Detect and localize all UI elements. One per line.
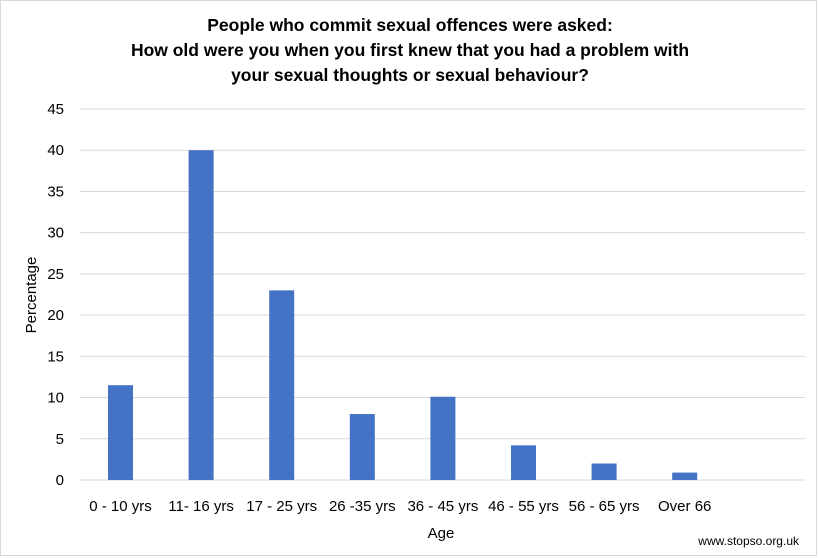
bar-3: [349, 414, 375, 480]
y-axis-tick-labels: 0 5 10 15 20 25 30 35 40 45: [47, 101, 64, 489]
chart-title-line-2: How old were you when you first knew tha…: [130, 40, 690, 60]
chart-title-line-3: your sexual thoughts or sexual behaviour…: [231, 65, 589, 85]
y-tick-label: 25: [47, 266, 64, 283]
y-tick-label: 10: [47, 390, 64, 407]
x-tick-label: 36 - 45 yrs: [407, 498, 478, 515]
y-tick-label: 0: [56, 472, 64, 489]
chart-title-line-1: People who commit sexual offences were a…: [207, 15, 613, 35]
bars: [108, 150, 698, 480]
bar-2: [269, 290, 295, 480]
y-tick-label: 5: [56, 431, 64, 448]
x-axis-label: Age: [428, 525, 455, 542]
bar-4: [430, 396, 456, 480]
watermark-text: www.stopso.org.uk: [698, 534, 799, 548]
x-tick-label: Over 66: [658, 498, 711, 515]
y-tick-label: 40: [47, 142, 64, 159]
bar-0: [108, 385, 133, 480]
y-tick-label: 20: [47, 307, 64, 324]
y-tick-label: 35: [47, 183, 64, 200]
x-axis-tick-labels: 0 - 10 yrs 11- 16 yrs 17 - 25 yrs 26 -35 yr…: [89, 498, 711, 515]
x-tick-label: 46 - 55 yrs: [488, 498, 559, 515]
x-tick-label: 0 - 10 yrs: [89, 498, 152, 515]
y-tick-label: 45: [47, 101, 64, 118]
y-tick-label: 15: [47, 348, 64, 365]
x-tick-label: 17 - 25 yrs: [246, 498, 317, 515]
x-tick-label: 26 -35 yrs: [329, 498, 396, 515]
bar-7: [672, 472, 698, 480]
bar-5: [511, 445, 536, 480]
y-tick-label: 30: [47, 225, 64, 242]
x-tick-label: 11- 16 yrs: [168, 498, 234, 515]
bar-1: [188, 150, 214, 480]
bar-6: [591, 463, 617, 480]
x-tick-label: 56 - 65 yrs: [569, 498, 640, 515]
y-axis-label: Percentage: [23, 257, 40, 334]
